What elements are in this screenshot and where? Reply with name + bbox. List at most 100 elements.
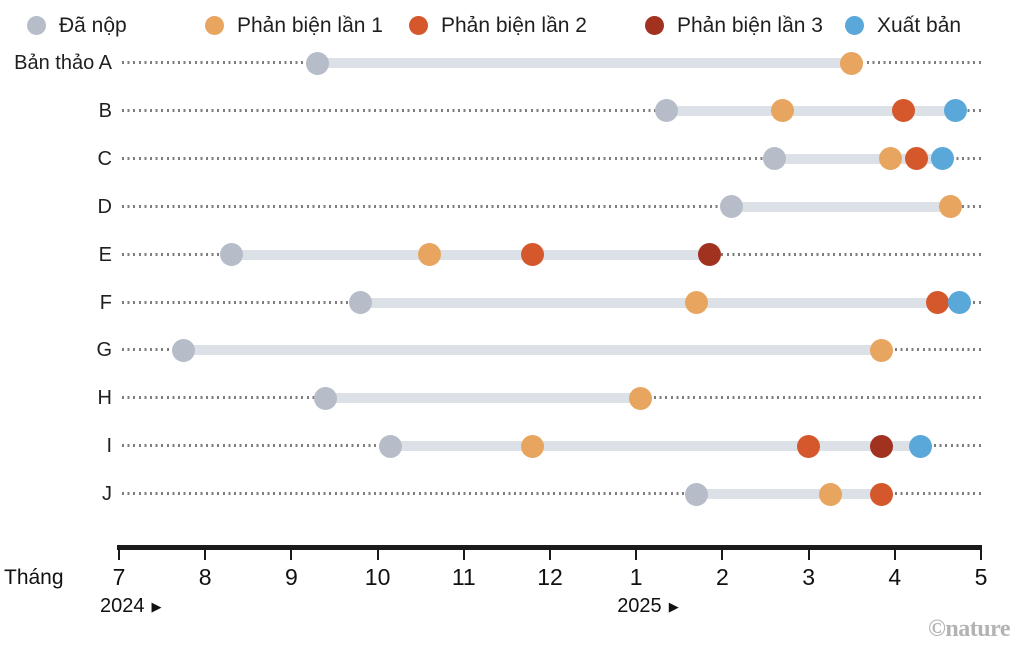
x-tick-label: 2	[715, 564, 729, 590]
legend-item-review2: Phản biện lần 2	[409, 13, 587, 38]
x-tick-label: 12	[537, 564, 563, 590]
dot-published	[943, 99, 967, 123]
legend-item-review3: Phản biện lần 3	[645, 13, 823, 38]
row-leader-line	[122, 156, 982, 160]
x-tick-label: 4	[888, 564, 902, 590]
dot-review1	[878, 147, 902, 171]
legend-item-published: Xuất bản	[845, 13, 961, 38]
row-label-4: D	[97, 195, 112, 218]
dot-review2	[904, 147, 928, 171]
dot-review1	[818, 482, 842, 506]
dot-review1	[939, 195, 963, 219]
dot-published	[909, 434, 933, 458]
dot-review2	[797, 434, 821, 458]
x-tick-label: 9	[284, 564, 298, 590]
dot-submitted	[172, 338, 196, 362]
dot-review1	[417, 243, 441, 267]
year-label-2025: 2025 ▶	[617, 595, 679, 618]
dot-review2	[521, 243, 545, 267]
dot-review2	[870, 482, 894, 506]
row-connector-bar	[390, 441, 921, 452]
dot-review1	[870, 338, 894, 362]
x-tick	[807, 550, 810, 560]
x-tick-label: 11	[451, 564, 476, 590]
x-tick	[290, 550, 293, 560]
row-connector-bar	[183, 345, 882, 356]
row-label-2: B	[98, 99, 112, 122]
x-tick-label: 1	[629, 564, 643, 590]
x-tick	[462, 550, 465, 560]
dot-published	[947, 291, 971, 314]
dot-review2	[891, 99, 915, 123]
row-connector-bar	[774, 153, 943, 164]
row-label-1: Bản thảo A	[14, 52, 112, 74]
row-label-6: F	[99, 291, 112, 314]
row-connector-bar	[325, 393, 641, 404]
legend-label-review3: Phản biện lần 3	[677, 14, 823, 37]
year-arrow-icon: ▶	[668, 598, 679, 614]
legend-item-submitted: Đã nộp	[27, 13, 127, 38]
legend-dot-submitted-icon	[27, 16, 46, 35]
x-tick	[721, 550, 724, 560]
dot-review1	[840, 51, 864, 75]
x-tick-label: 3	[802, 564, 815, 590]
legend-label-published: Xuất bản	[877, 14, 962, 37]
legend-item-review1: Phản biện lần 1	[205, 13, 383, 38]
legend-dot-published-icon	[845, 16, 864, 35]
x-tick-label: 8	[198, 564, 212, 590]
row-label-7: G	[96, 339, 112, 362]
x-tick-label: 7	[112, 564, 126, 590]
x-tick	[980, 550, 982, 560]
row-label-10: J	[102, 483, 112, 506]
dot-published	[930, 147, 954, 171]
dot-submitted	[219, 243, 243, 267]
dot-submitted	[654, 99, 678, 123]
dot-submitted	[762, 147, 786, 171]
year-text: 2024	[100, 595, 145, 617]
dot-review1	[521, 434, 545, 458]
x-tick-label: 5	[974, 564, 988, 590]
dot-submitted	[305, 51, 329, 75]
x-tick	[118, 550, 120, 560]
nature-credit: ©nature	[928, 616, 1011, 642]
dot-review3	[870, 434, 894, 458]
row-label-8: H	[97, 387, 112, 410]
row-connector-bar	[231, 249, 710, 260]
legend-label-review2: Phản biện lần 2	[441, 14, 587, 37]
x-axis-title: Tháng	[4, 566, 64, 589]
x-tick	[204, 550, 207, 560]
row-leader-line	[122, 108, 982, 112]
dot-review3	[697, 243, 721, 267]
x-tick-label: 10	[364, 564, 391, 590]
dot-submitted	[685, 482, 709, 506]
row-label-5: E	[98, 243, 112, 266]
x-tick	[376, 550, 379, 560]
dot-review1	[629, 386, 652, 410]
row-connector-bar	[696, 489, 882, 500]
row-leader-line	[122, 492, 982, 496]
row-connector-bar	[317, 58, 852, 68]
legend-dot-review2-icon	[409, 16, 428, 35]
x-axis-line	[117, 545, 982, 550]
legend-label-review1: Phản biện lần 1	[237, 14, 383, 37]
year-text: 2025	[617, 595, 662, 617]
dot-submitted	[719, 195, 743, 219]
dot-review1	[771, 99, 795, 123]
year-label-2024: 2024 ▶	[100, 595, 162, 618]
x-tick	[635, 550, 638, 560]
dot-review2	[926, 291, 950, 314]
row-label-3: C	[97, 147, 112, 170]
dot-submitted	[348, 291, 372, 314]
x-tick	[549, 550, 551, 560]
dot-submitted	[314, 386, 338, 410]
year-arrow-icon: ▶	[151, 598, 162, 614]
row-connector-bar	[731, 201, 951, 212]
row-connector-bar	[666, 105, 956, 116]
legend-label-submitted: Đã nộp	[59, 14, 127, 37]
legend-dot-review1-icon	[205, 16, 224, 35]
dot-review1	[685, 291, 709, 314]
x-tick	[893, 550, 896, 560]
row-connector-bar	[360, 297, 960, 308]
row-leader-line	[122, 204, 982, 208]
